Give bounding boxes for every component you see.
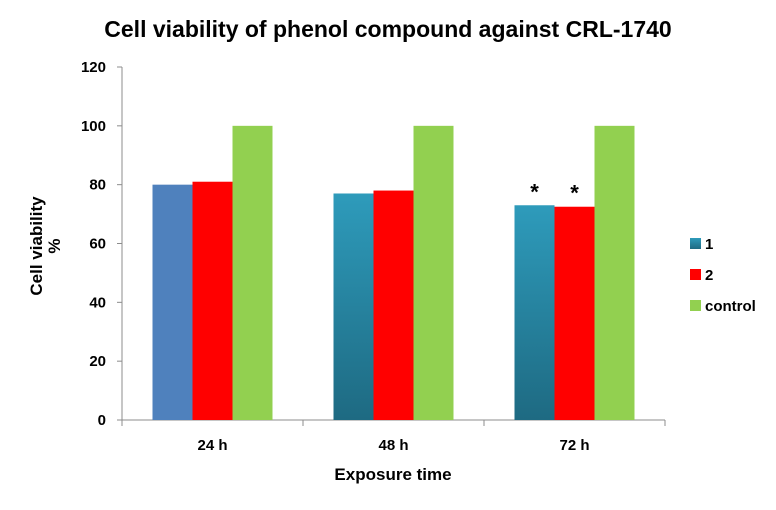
legend: 1 2 control [690, 236, 756, 315]
y-tick-label: 0 [98, 412, 106, 429]
bar-1-72h [514, 205, 555, 420]
y-tick-label: 20 [89, 353, 106, 370]
legend-swatch-1 [690, 238, 701, 249]
y-tick-label: 100 [81, 118, 106, 135]
legend-label-control: control [705, 298, 756, 315]
bar-control-72h [594, 125, 635, 420]
significance-marker: * [530, 179, 539, 204]
bar-2-72h [554, 206, 595, 420]
bar-2-24h [192, 181, 233, 420]
legend-label-1: 1 [705, 236, 713, 253]
y-tick-label: 60 [89, 236, 106, 253]
bars [152, 125, 635, 420]
annotations: * * [530, 179, 579, 205]
x-tick-label: 24 h [197, 437, 227, 454]
bar-control-48h [413, 125, 454, 420]
x-tick-label: 72 h [559, 437, 589, 454]
y-tick-label: 120 [81, 59, 106, 76]
legend-label-2: 2 [705, 267, 713, 284]
x-tick-label: 48 h [378, 437, 408, 454]
chart-title: Cell viability of phenol compound agains… [104, 16, 671, 42]
legend-swatch-control [690, 300, 701, 311]
y-tick-label: 40 [89, 294, 106, 311]
y-axis-title: Cell viability % [27, 196, 64, 296]
significance-marker: * [570, 181, 579, 206]
legend-swatch-2 [690, 269, 701, 280]
y-axis-title-line-2: % [45, 238, 64, 253]
bar-1-48h [333, 193, 374, 420]
y-axis-title-line-1: Cell viability [27, 196, 46, 296]
bar-control-24h [232, 125, 273, 420]
axes: 0 20 40 60 80 100 120 24 h 48 h 72 h [81, 59, 666, 454]
bar-1-24h [152, 184, 193, 420]
x-axis-title: Exposure time [334, 465, 451, 484]
bar-2-48h [373, 190, 414, 420]
y-tick-label: 80 [89, 177, 106, 194]
